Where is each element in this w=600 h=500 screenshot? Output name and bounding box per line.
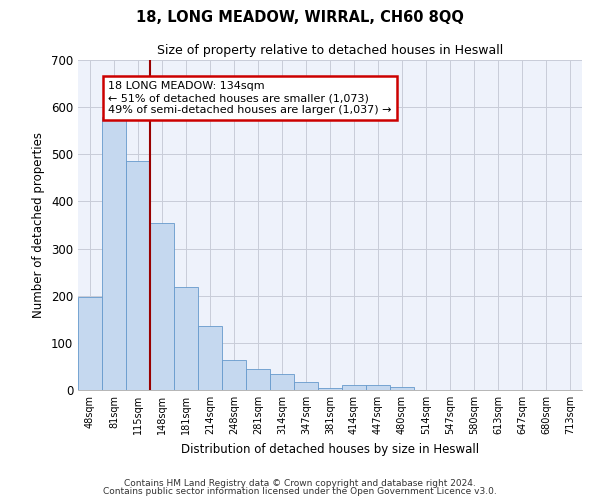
Bar: [198, 326, 222, 390]
Bar: [174, 287, 198, 390]
Bar: [366, 386, 390, 390]
Bar: [342, 386, 366, 390]
Bar: [270, 374, 294, 390]
Bar: [126, 162, 150, 390]
Bar: [318, 388, 342, 390]
Bar: [294, 382, 318, 390]
Text: 18 LONG MEADOW: 134sqm
← 51% of detached houses are smaller (1,073)
49% of semi-: 18 LONG MEADOW: 134sqm ← 51% of detached…: [108, 82, 392, 114]
Y-axis label: Number of detached properties: Number of detached properties: [32, 132, 46, 318]
Bar: [78, 297, 102, 390]
Bar: [102, 116, 126, 390]
Text: 18, LONG MEADOW, WIRRAL, CH60 8QQ: 18, LONG MEADOW, WIRRAL, CH60 8QQ: [136, 10, 464, 25]
Bar: [246, 369, 270, 390]
Text: Contains public sector information licensed under the Open Government Licence v3: Contains public sector information licen…: [103, 487, 497, 496]
Title: Size of property relative to detached houses in Heswall: Size of property relative to detached ho…: [157, 44, 503, 58]
Bar: [150, 222, 174, 390]
Text: Contains HM Land Registry data © Crown copyright and database right 2024.: Contains HM Land Registry data © Crown c…: [124, 478, 476, 488]
X-axis label: Distribution of detached houses by size in Heswall: Distribution of detached houses by size …: [181, 442, 479, 456]
Bar: [390, 387, 414, 390]
Bar: [222, 360, 246, 390]
